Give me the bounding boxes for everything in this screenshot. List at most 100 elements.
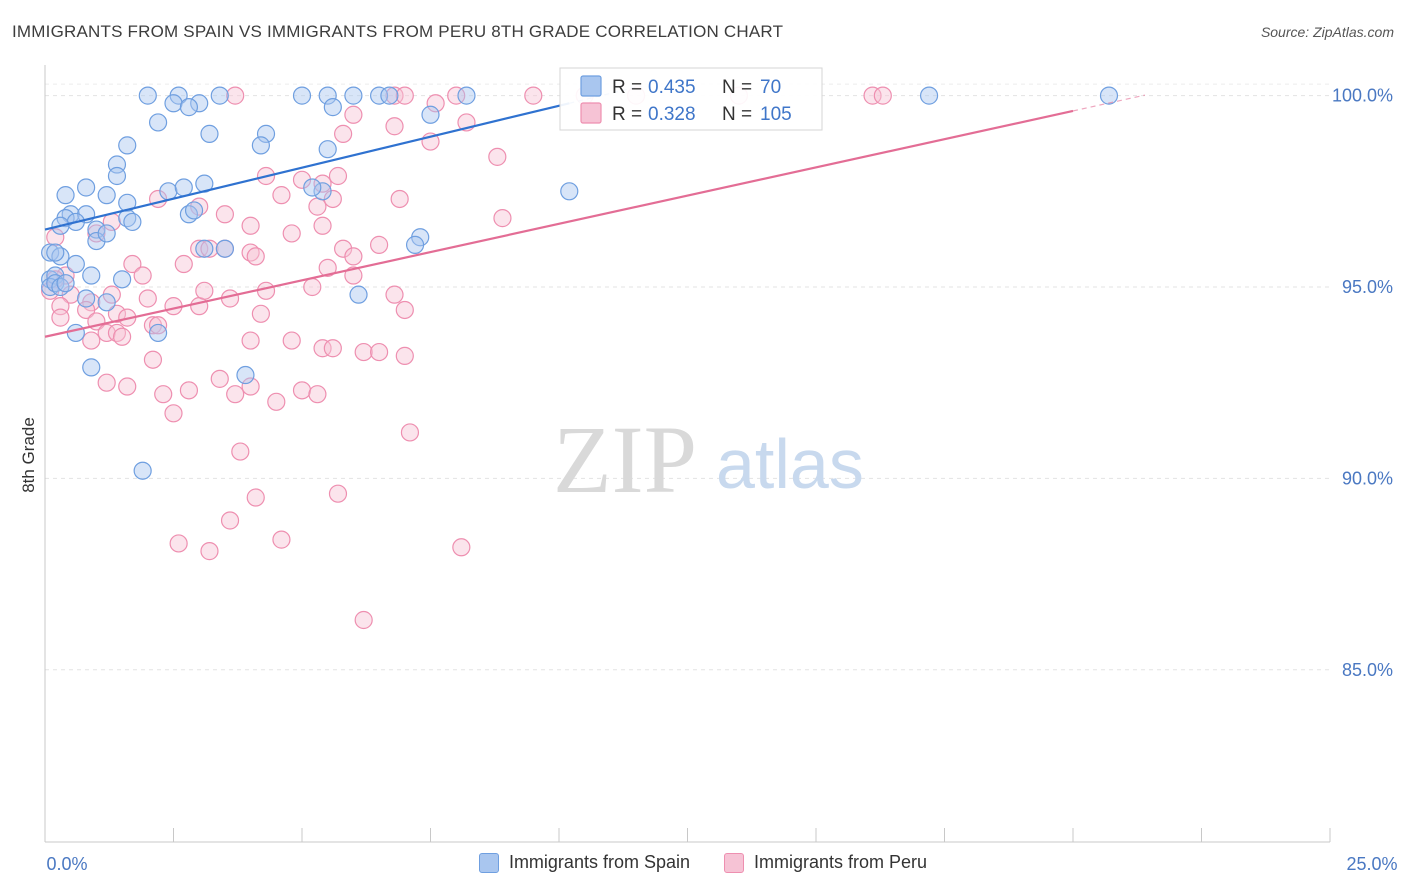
point-peru — [488, 147, 507, 166]
point-spain — [184, 201, 204, 220]
point-spain — [200, 124, 219, 143]
point-peru — [313, 216, 332, 235]
point-peru — [97, 323, 116, 343]
point-peru — [354, 610, 373, 630]
point-peru — [143, 350, 163, 369]
legend-label-peru: Immigrants from Peru — [754, 852, 928, 872]
point-peru — [328, 166, 348, 186]
legend-swatch-peru — [724, 852, 744, 873]
point-spain — [344, 86, 363, 105]
point-spain — [133, 461, 152, 480]
point-spain — [164, 94, 183, 113]
point-spain — [77, 178, 96, 197]
point-spain — [215, 239, 234, 258]
point-peru — [118, 377, 137, 396]
point-peru — [272, 186, 291, 205]
point-peru — [318, 258, 337, 277]
stats-r-value-peru: 0.328 — [648, 104, 696, 125]
point-spain — [97, 224, 116, 243]
stats-r-label-spain: R = — [612, 77, 642, 98]
point-spain — [148, 323, 168, 343]
point-spain — [457, 86, 476, 105]
point-peru — [385, 117, 404, 136]
stats-n-label-spain: N = — [722, 77, 752, 98]
point-spain — [380, 86, 399, 105]
trend-line-peru — [44, 109, 1074, 338]
point-spain — [318, 86, 337, 105]
point-spain — [323, 98, 342, 117]
point-peru — [56, 266, 75, 285]
stats-r-label-peru: R = — [612, 104, 642, 125]
point-spain — [118, 193, 137, 212]
point-peru — [308, 197, 327, 216]
point-peru — [241, 331, 260, 350]
point-spain — [313, 182, 332, 201]
chart-title: IMMIGRANTS FROM SPAIN VS IMMIGRANTS FROM… — [12, 22, 784, 41]
point-peru — [292, 381, 312, 400]
point-spain — [174, 178, 193, 197]
point-spain — [349, 285, 368, 304]
point-peru — [97, 373, 116, 392]
point-peru — [313, 339, 332, 358]
point-peru — [385, 285, 404, 304]
point-peru — [215, 205, 234, 224]
point-spain — [159, 182, 178, 201]
point-peru — [61, 285, 80, 304]
point-peru — [447, 86, 466, 105]
point-spain — [179, 98, 199, 117]
point-peru — [82, 331, 101, 350]
point-peru — [190, 239, 209, 258]
point-spain — [66, 323, 85, 343]
y-tick-label: 100.0% — [1332, 86, 1393, 106]
point-peru — [226, 385, 245, 404]
point-peru — [133, 266, 152, 285]
point-peru — [400, 423, 420, 442]
point-peru — [272, 530, 291, 549]
stats-swatch-peru — [580, 102, 602, 124]
watermark: ZIP atlas — [553, 406, 864, 513]
point-spain — [87, 231, 106, 251]
point-peru — [112, 327, 132, 346]
point-peru — [323, 339, 342, 358]
point-spain — [421, 105, 440, 124]
trend-extension-peru — [1072, 94, 1146, 112]
point-peru — [873, 86, 892, 105]
point-peru — [251, 304, 270, 323]
axes — [44, 65, 1331, 843]
point-peru — [292, 170, 312, 189]
y-axis-label: 8th Grade — [19, 417, 38, 493]
trend-line-spain — [44, 102, 570, 231]
legend-item-peru[interactable]: Immigrants from Peru — [724, 852, 927, 873]
point-peru — [174, 254, 193, 274]
legend-item-spain[interactable]: Immigrants from Spain — [478, 852, 690, 873]
point-spain — [236, 365, 255, 385]
point-peru — [154, 385, 173, 404]
point-spain — [251, 136, 270, 155]
point-spain — [190, 94, 209, 113]
watermark-atlas: atlas — [716, 425, 864, 503]
point-spain — [919, 86, 939, 105]
bottom-legend: Immigrants from Spain Immigrants from Pe… — [0, 852, 1406, 873]
point-peru — [452, 538, 471, 557]
point-spain — [118, 136, 137, 155]
point-spain — [82, 266, 101, 285]
point-peru — [323, 189, 342, 209]
point-peru — [123, 254, 142, 274]
point-peru — [210, 369, 229, 388]
point-peru — [169, 534, 188, 553]
point-spain — [256, 124, 276, 143]
point-peru — [51, 308, 70, 327]
point-spain — [1099, 86, 1119, 105]
stats-swatch-spain — [580, 75, 602, 97]
point-peru — [138, 289, 157, 308]
point-peru — [303, 277, 322, 297]
point-peru — [313, 174, 332, 193]
stats-legend: R = 0.435 N = 70 R = 0.328 N = 105 — [559, 67, 823, 131]
point-spain — [56, 274, 75, 293]
point-spain — [138, 86, 157, 105]
stats-legend-box — [559, 67, 823, 131]
point-peru — [493, 209, 512, 228]
point-peru — [282, 331, 301, 350]
point-peru — [395, 346, 414, 365]
